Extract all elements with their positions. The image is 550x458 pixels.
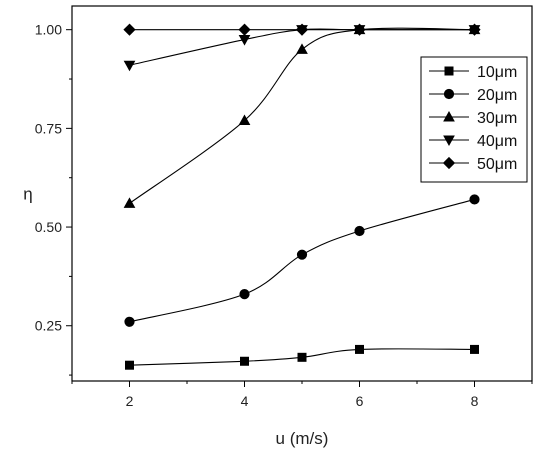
data-point-series-2 bbox=[296, 249, 308, 260]
x-axis: 2 4 6 8 bbox=[71, 381, 533, 409]
legend-label: 40μm bbox=[477, 133, 517, 150]
legend-marker bbox=[443, 135, 455, 147]
data-point-series-1 bbox=[297, 352, 307, 362]
data-point-series-3 bbox=[123, 197, 136, 208]
y-axis-title: η bbox=[23, 185, 32, 204]
x-axis-title: u (m/s) bbox=[276, 429, 329, 448]
y-axis: 0.25 0.50 0.75 1.00 bbox=[35, 22, 72, 376]
x-tick-label: 4 bbox=[241, 393, 249, 409]
data-point-series-5 bbox=[353, 23, 366, 36]
data-point-series-3 bbox=[238, 114, 251, 125]
legend-label: 20μm bbox=[477, 87, 517, 104]
x-tick-label: 2 bbox=[126, 393, 134, 409]
data-point-series-1 bbox=[125, 360, 134, 370]
series-markers bbox=[123, 23, 481, 370]
legend-label: 10μm bbox=[477, 64, 517, 81]
legend-marker bbox=[443, 110, 455, 122]
data-point-series-4 bbox=[123, 60, 136, 72]
legend-label: 50μm bbox=[477, 156, 517, 173]
data-point-series-2 bbox=[124, 316, 135, 327]
data-point-series-5 bbox=[123, 23, 136, 36]
y-tick-label: 0.75 bbox=[35, 120, 62, 136]
data-point-series-2 bbox=[469, 194, 480, 205]
y-tick-label: 1.00 bbox=[35, 22, 62, 38]
data-point-series-5 bbox=[468, 23, 481, 36]
data-point-series-5 bbox=[295, 23, 309, 36]
y-tick-label: 0.50 bbox=[35, 219, 62, 235]
legend: 10μm 20μm 30μm 40μm 50μm bbox=[420, 56, 528, 183]
y-tick-label: 0.25 bbox=[35, 318, 62, 334]
data-point-series-1 bbox=[470, 344, 479, 354]
x-tick-label: 6 bbox=[356, 393, 364, 409]
data-point-series-3 bbox=[296, 43, 308, 54]
legend-label: 30μm bbox=[477, 110, 517, 127]
data-point-series-5 bbox=[238, 23, 251, 36]
data-point-series-1 bbox=[240, 356, 249, 366]
data-point-series-2 bbox=[354, 225, 365, 237]
x-tick-label: 8 bbox=[471, 393, 479, 409]
data-point-series-2 bbox=[239, 289, 250, 300]
legend-marker bbox=[444, 66, 454, 76]
data-point-series-1 bbox=[355, 344, 364, 354]
series-line-2 bbox=[129, 198, 475, 323]
legend-marker bbox=[443, 88, 455, 100]
legend-box bbox=[420, 56, 528, 183]
legend-marker bbox=[442, 156, 456, 170]
